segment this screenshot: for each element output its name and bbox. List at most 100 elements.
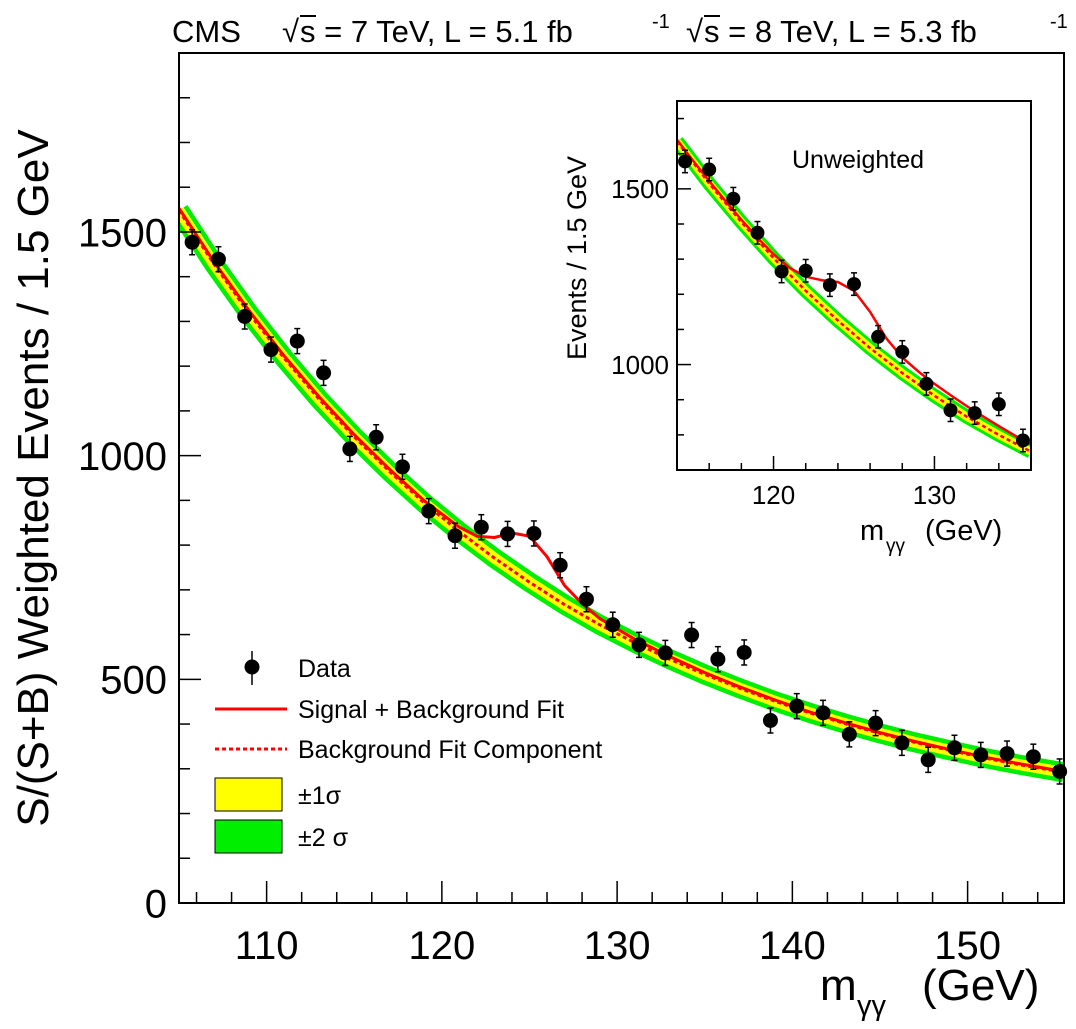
data-point xyxy=(263,336,279,363)
data-point-marker xyxy=(895,344,910,359)
data-point xyxy=(702,157,717,182)
y-tick-label: 500 xyxy=(100,659,167,703)
data-point-marker xyxy=(368,429,384,445)
data-point xyxy=(991,392,1006,417)
inset-title: Unweighted xyxy=(792,146,924,174)
data-point-marker xyxy=(702,162,717,177)
data-point xyxy=(500,520,516,548)
data-point-marker xyxy=(726,191,741,206)
data-point xyxy=(895,339,910,364)
data-point xyxy=(750,220,765,245)
legend: Data Signal + Background Fit Background … xyxy=(214,651,602,854)
data-point xyxy=(920,746,936,774)
data-point-marker xyxy=(967,406,982,421)
legend-entry-data: Data xyxy=(244,651,351,685)
data-point-marker xyxy=(657,645,673,661)
data-point xyxy=(1015,428,1030,453)
data-point xyxy=(394,453,410,481)
legend-bkg-fit-label: Background Fit Component xyxy=(298,736,602,764)
data-point xyxy=(237,303,253,330)
data-point-marker xyxy=(736,644,752,660)
x-tick-label: 120 xyxy=(752,480,795,510)
data-point-marker xyxy=(798,263,813,278)
data-point-marker xyxy=(473,519,489,535)
data-point xyxy=(774,259,789,284)
data-point xyxy=(678,149,693,174)
data-point-marker xyxy=(973,747,989,763)
data-point xyxy=(421,497,437,525)
data-point-marker xyxy=(210,251,226,267)
inset-x-axis-label-unit: (GeV) xyxy=(925,515,1002,547)
data-point-marker xyxy=(263,342,279,358)
data-point xyxy=(946,734,962,762)
data-point xyxy=(894,729,910,757)
sqrt-sign-8: √ xyxy=(686,14,703,49)
data-point-marker xyxy=(1025,749,1041,765)
legend-entry-sb-fit: Signal + Background Fit xyxy=(215,696,564,724)
sqrt-sign-7: √ xyxy=(282,14,299,49)
x-tick-label: 140 xyxy=(759,924,826,968)
data-point xyxy=(473,513,489,541)
data-point-marker xyxy=(822,278,837,293)
legend-1sigma-swatch xyxy=(214,777,283,812)
data-point xyxy=(526,520,542,547)
energy-8-text: s = 8 TeV, L = 5.3 fb xyxy=(704,14,977,49)
data-point-marker xyxy=(710,651,726,667)
data-point xyxy=(919,371,934,396)
data-point-marker xyxy=(750,225,765,240)
data-point xyxy=(657,639,673,667)
data-point-marker xyxy=(762,712,778,728)
data-point-marker xyxy=(841,726,857,742)
legend-1sigma-label: ±1σ xyxy=(298,782,342,810)
signal-background-fit-line xyxy=(179,207,1064,773)
legend-2sigma-label: ±2 σ xyxy=(298,824,349,852)
x-tick-label: 110 xyxy=(235,924,299,968)
data-point-marker xyxy=(868,715,884,731)
data-point-marker xyxy=(421,503,437,519)
data-point xyxy=(342,435,358,463)
data-point-marker xyxy=(894,735,910,751)
data-point-marker xyxy=(605,617,621,633)
experiment-label: CMS xyxy=(172,14,241,49)
data-point-marker xyxy=(999,746,1015,762)
data-point xyxy=(841,721,857,748)
data-point-marker xyxy=(447,528,463,544)
data-point-marker xyxy=(871,329,886,344)
inset-x-axis-label-m: m xyxy=(860,515,884,547)
data-point xyxy=(999,740,1015,767)
data-point xyxy=(798,258,813,283)
main-x-axis-label: m γγ (GeV) xyxy=(820,961,1039,1022)
data-point xyxy=(871,324,886,349)
data-point-marker xyxy=(316,365,332,381)
legend-entry-1sigma: ±1σ xyxy=(214,777,342,812)
data-point xyxy=(210,245,226,273)
data-point-marker xyxy=(946,740,962,756)
data-point xyxy=(868,709,884,737)
data-point-marker xyxy=(684,627,700,643)
energy-8tev-label: √ s = 8 TeV, L = 5.3 fb -1 xyxy=(686,11,1068,49)
main-x-axis-label-sub: γγ xyxy=(857,990,887,1022)
data-point-marker xyxy=(789,698,805,714)
exponent-8: -1 xyxy=(1050,11,1068,33)
inset-x-axis-label: m γγ (GeV) xyxy=(860,515,1002,557)
data-point xyxy=(631,631,647,659)
data-point xyxy=(967,401,982,426)
legend-entry-2sigma: ±2 σ xyxy=(214,819,349,854)
x-tick-label: 120 xyxy=(408,924,475,968)
data-point xyxy=(368,424,384,451)
data-point xyxy=(447,522,463,549)
data-point-marker xyxy=(920,752,936,768)
data-point xyxy=(726,186,741,211)
legend-data-marker xyxy=(244,659,260,675)
main-fit-curves xyxy=(179,207,1064,774)
y-tick-label: 1500 xyxy=(78,211,167,255)
data-point xyxy=(943,398,958,423)
data-point-marker xyxy=(289,333,305,349)
data-point xyxy=(736,639,752,666)
data-point-marker xyxy=(847,277,861,292)
x-tick-label: 150 xyxy=(934,924,1001,968)
data-point-marker xyxy=(184,234,200,250)
data-point xyxy=(762,707,778,734)
